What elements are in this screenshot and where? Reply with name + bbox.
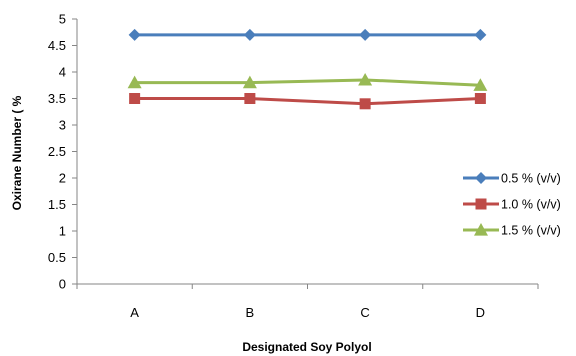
y-tick-label: 2.5 (48, 144, 66, 159)
data-point (473, 78, 488, 91)
legend-label: 1.5 % (v/v) (501, 224, 561, 238)
y-tick-label: 4.5 (48, 38, 66, 53)
legend-label: 1.0 % (v/v) (501, 198, 561, 212)
x-axis-title: Designated Soy Polyol (242, 340, 371, 354)
data-point (127, 75, 142, 89)
series-line (134, 78, 481, 87)
y-tick-label: 5 (59, 12, 66, 27)
data-point (128, 28, 141, 41)
data-point (244, 93, 256, 104)
data-point (474, 28, 487, 41)
x-axis-ticks: A B C D (76, 284, 539, 320)
legend-marker (474, 223, 488, 236)
y-tick-label: 2 (59, 171, 66, 186)
legend: 0.5 % (v/v) 1.0 % (v/v) 1.5 % (v/v) (463, 172, 561, 238)
series-3 (127, 72, 488, 91)
data-point (243, 28, 256, 41)
series-2 (129, 93, 486, 110)
y-tick-label: 3 (59, 118, 66, 133)
y-tick-label: 1.5 (48, 197, 66, 212)
data-point (359, 28, 372, 41)
legend-item-1: 0.5 % (v/v) (463, 172, 561, 186)
data-point (129, 93, 141, 104)
y-axis-ticks: 0 0.5 1 1.5 2 2.5 3 3.5 4 4.5 5 (48, 12, 77, 292)
legend-item-2: 1.0 % (v/v) (463, 198, 561, 212)
legend-item-3: 1.5 % (v/v) (463, 223, 561, 238)
x-tick-label: B (246, 305, 255, 320)
x-tick-label: C (360, 305, 369, 320)
y-tick-label: 1 (59, 224, 66, 239)
y-tick-label: 0.5 (48, 250, 66, 265)
x-tick-label: D (476, 305, 485, 320)
legend-marker (475, 172, 487, 184)
series-line (134, 97, 481, 106)
series-1 (128, 28, 487, 41)
x-tick-label: A (130, 305, 139, 320)
y-tick-label: 0 (59, 277, 66, 292)
data-point (359, 98, 371, 110)
plot-area (76, 19, 538, 285)
legend-marker (475, 198, 487, 210)
y-axis-title: Oxirane Number ( % (10, 95, 24, 210)
y-tick-label: 4 (59, 65, 66, 80)
data-point (474, 93, 486, 104)
data-point (358, 72, 373, 86)
data-point (242, 75, 257, 89)
legend-label: 0.5 % (v/v) (501, 172, 561, 186)
series-layer (127, 28, 488, 110)
y-tick-label: 3.5 (48, 91, 66, 106)
